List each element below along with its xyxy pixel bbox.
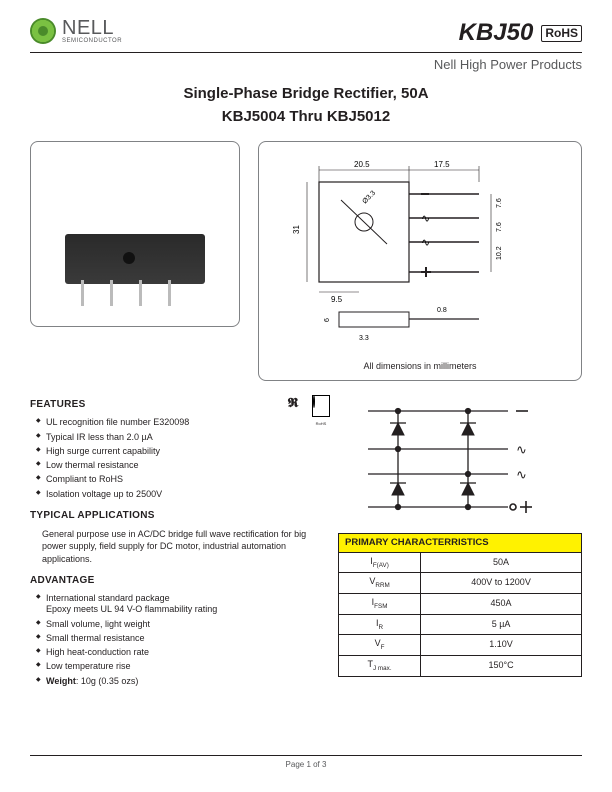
- list-item: UL recognition file number E320098: [36, 417, 320, 428]
- list-item: Typical IR less than 2.0 µA: [36, 432, 320, 443]
- list-item: Low temperature rise: [36, 661, 320, 672]
- spec-val: 1.10V: [421, 635, 582, 656]
- product-photo: [55, 184, 215, 284]
- logo-main: NELL: [62, 18, 122, 38]
- svg-text:20.5: 20.5: [354, 160, 370, 169]
- spec-val: 450A: [421, 593, 582, 614]
- table-row: VRRM400V to 1200V: [339, 573, 582, 594]
- svg-text:∿: ∿: [421, 213, 430, 225]
- rohs-badge: RoHS: [541, 25, 582, 42]
- list-item: High heat-conduction rate: [36, 647, 320, 658]
- part-number-wrap: KBJ50 RoHS: [459, 18, 582, 48]
- list-item: Compliant to RoHS: [36, 474, 320, 485]
- svg-text:Ø3.3: Ø3.3: [361, 189, 377, 205]
- applications-heading: TYPICAL APPLICATIONS: [30, 510, 320, 523]
- right-column: ∿ ∿ PRIMARY CHARACTERRISTICS IF(AV)50A V…: [338, 399, 582, 697]
- svg-text:9.5: 9.5: [331, 295, 343, 304]
- page-title-2: KBJ5004 Thru KBJ5012: [30, 108, 582, 127]
- svg-text:6: 6: [324, 318, 331, 322]
- svg-text:∿: ∿: [516, 442, 527, 457]
- advantage-heading: ADVANTAGE: [30, 575, 320, 588]
- ul-logo-icon: 𝕽: [288, 395, 299, 411]
- page-number: Page 1 of 3: [286, 760, 327, 769]
- lower-content: FEATURES 𝕽 UL recognition file number E3…: [30, 399, 582, 697]
- svg-text:3.3: 3.3: [359, 335, 369, 342]
- bridge-schematic-icon: ∿ ∿: [338, 399, 568, 519]
- spec-val: 5 µA: [421, 614, 582, 635]
- spec-param: IR: [339, 614, 421, 635]
- list-item: Small volume, light weight: [36, 619, 320, 630]
- svg-text:∿: ∿: [421, 237, 430, 249]
- footer: Page 1 of 3: [0, 755, 612, 770]
- header: NELL SEMICONDUCTOR KBJ50 RoHS: [30, 18, 582, 53]
- list-item: Weight: 10g (0.35 ozs): [36, 676, 320, 687]
- spec-val: 400V to 1200V: [421, 573, 582, 594]
- svg-text:7.6: 7.6: [496, 222, 503, 232]
- applications-text: General purpose use in AC/DC bridge full…: [42, 528, 320, 564]
- spec-table-heading: PRIMARY CHARACTERRISTICS: [339, 533, 582, 552]
- svg-text:7.6: 7.6: [496, 198, 503, 208]
- spec-param: IFSM: [339, 593, 421, 614]
- part-number: KBJ50: [459, 18, 534, 48]
- logo-text: NELL SEMICONDUCTOR: [62, 18, 122, 44]
- advantage-list: International standard package Epoxy mee…: [36, 593, 320, 687]
- list-item: High surge current capability: [36, 446, 320, 457]
- rohs-compliant-icon: [312, 395, 330, 417]
- dimension-caption: All dimensions in millimeters: [259, 361, 581, 372]
- dimension-drawing-box: ∿ ∿ 20.5 17.5 31 7.6 7.6 10.2 Ø3.3: [258, 141, 582, 381]
- logo-icon: [30, 18, 56, 44]
- table-row: IF(AV)50A: [339, 552, 582, 573]
- table-row: TJ max.150°C: [339, 655, 582, 676]
- spec-param: VRRM: [339, 573, 421, 594]
- table-row: IR5 µA: [339, 614, 582, 635]
- logo: NELL SEMICONDUCTOR: [30, 18, 122, 44]
- svg-text:0.8: 0.8: [437, 307, 447, 314]
- list-item: Isolation voltage up to 2500V: [36, 489, 320, 500]
- bridge-schematic: ∿ ∿: [338, 399, 582, 519]
- svg-text:10.2: 10.2: [496, 246, 503, 260]
- list-item: International standard package Epoxy mee…: [36, 593, 320, 616]
- spec-val: 150°C: [421, 655, 582, 676]
- table-row: IFSM450A: [339, 593, 582, 614]
- spec-param: TJ max.: [339, 655, 421, 676]
- features-heading: FEATURES: [30, 399, 320, 412]
- logo-sub: SEMICONDUCTOR: [62, 38, 122, 44]
- figure-row: ∿ ∿ 20.5 17.5 31 7.6 7.6 10.2 Ø3.3: [30, 141, 582, 381]
- table-row: VF1.10V: [339, 635, 582, 656]
- list-item: Small thermal resistance: [36, 633, 320, 644]
- spec-param: VF: [339, 635, 421, 656]
- product-line: Nell High Power Products: [30, 57, 582, 73]
- svg-text:17.5: 17.5: [434, 160, 450, 169]
- features-list: UL recognition file number E320098 Typic…: [36, 417, 320, 500]
- spec-val: 50A: [421, 552, 582, 573]
- list-item: Low thermal resistance: [36, 460, 320, 471]
- dimension-drawing-icon: ∿ ∿ 20.5 17.5 31 7.6 7.6 10.2 Ø3.3: [269, 152, 569, 352]
- svg-text:∿: ∿: [516, 467, 527, 482]
- page-title-1: Single-Phase Bridge Rectifier, 50A: [30, 85, 582, 104]
- spec-param: IF(AV): [339, 552, 421, 573]
- product-photo-box: [30, 141, 240, 327]
- spec-table: PRIMARY CHARACTERRISTICS IF(AV)50A VRRM4…: [338, 533, 582, 677]
- svg-text:31: 31: [292, 224, 301, 233]
- left-column: FEATURES 𝕽 UL recognition file number E3…: [30, 399, 320, 697]
